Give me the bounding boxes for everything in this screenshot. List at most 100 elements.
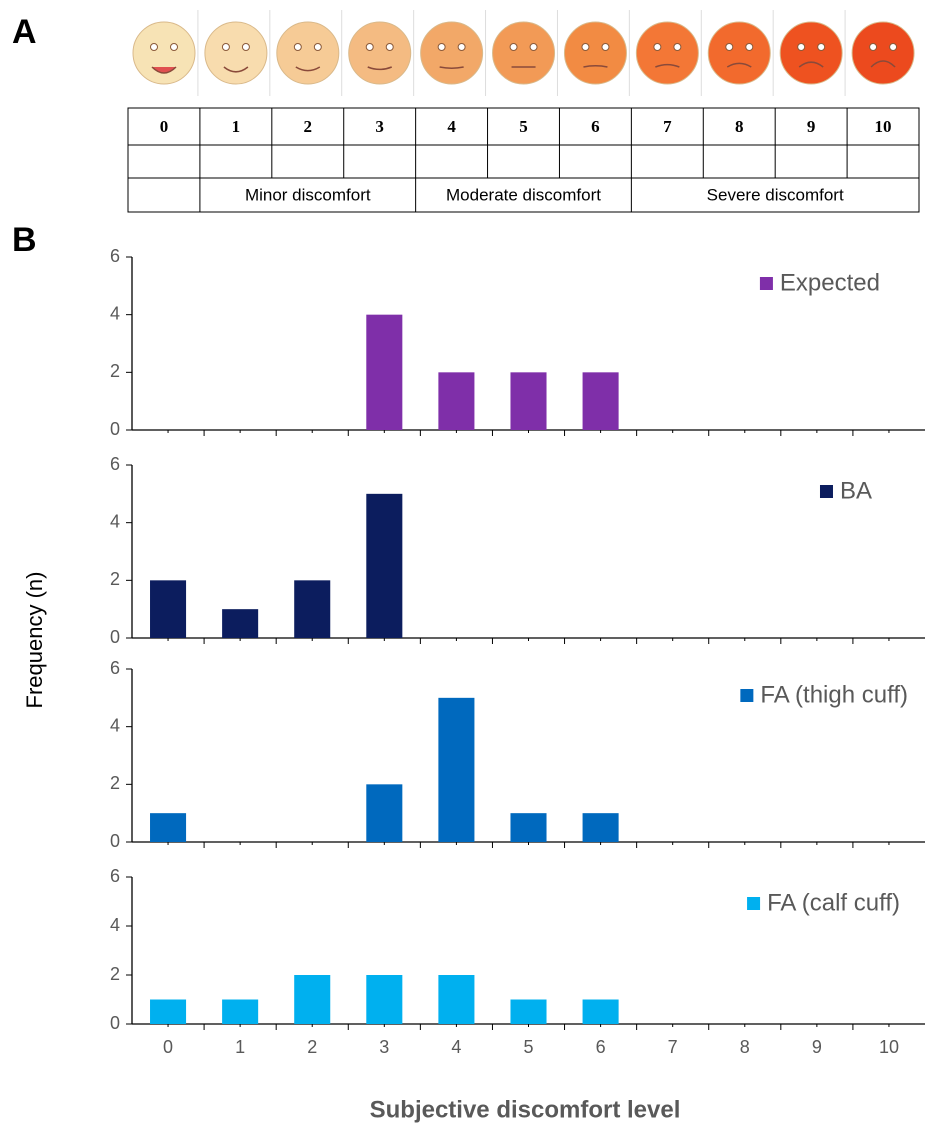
y-tick-label: 2 xyxy=(110,773,120,793)
face-mouth xyxy=(798,61,824,68)
table-group: Severe discomfort xyxy=(707,185,844,204)
face-eye xyxy=(889,43,898,51)
face-eye xyxy=(509,43,518,51)
table-header: 4 xyxy=(447,117,456,136)
face-mouth xyxy=(295,66,321,72)
x-tick-label: 2 xyxy=(307,1037,317,1057)
face-eye xyxy=(385,43,394,51)
face-eye xyxy=(797,43,806,51)
y-tick-label: 2 xyxy=(110,964,120,984)
table-header: 7 xyxy=(663,117,672,136)
table-header: 6 xyxy=(591,117,600,136)
y-tick-label: 6 xyxy=(110,246,120,266)
face-eye xyxy=(313,43,322,51)
face-eye xyxy=(529,43,538,51)
face xyxy=(132,21,196,85)
y-tick-label: 6 xyxy=(110,866,120,886)
table-header: 10 xyxy=(875,117,892,136)
table-header: 5 xyxy=(519,117,528,136)
x-axis-label: Subjective discomfort level xyxy=(370,1096,681,1123)
legend-swatch xyxy=(819,485,833,498)
table-header: 0 xyxy=(160,117,169,136)
y-tick-label: 0 xyxy=(110,831,120,851)
face xyxy=(204,21,268,85)
face xyxy=(420,21,484,85)
face-eye xyxy=(437,43,446,51)
legend-label: Expected xyxy=(780,269,880,296)
face-eye xyxy=(653,43,662,51)
y-tick-label: 0 xyxy=(110,419,120,439)
x-tick-label: 0 xyxy=(163,1037,173,1057)
face-eye xyxy=(745,43,754,51)
face-mouth xyxy=(151,66,177,74)
face xyxy=(276,21,340,85)
table-header: 8 xyxy=(735,117,744,136)
y-tick-label: 6 xyxy=(110,454,120,474)
face xyxy=(563,21,627,85)
table-group: Moderate discomfort xyxy=(446,185,601,204)
face-eye xyxy=(293,43,302,51)
table-border xyxy=(127,107,920,213)
face-eye xyxy=(817,43,826,51)
face xyxy=(635,21,699,85)
face-eye xyxy=(725,43,734,51)
legend-swatch xyxy=(759,277,773,290)
y-tick-label: 4 xyxy=(110,915,120,935)
y-tick-label: 4 xyxy=(110,511,120,531)
bar xyxy=(438,975,475,1024)
y-tick-label: 6 xyxy=(110,658,120,678)
bar xyxy=(366,784,403,842)
legend-swatch xyxy=(740,689,754,702)
bar xyxy=(294,580,331,638)
legend-swatch xyxy=(747,897,761,910)
face xyxy=(779,21,843,85)
x-tick-label: 1 xyxy=(235,1037,245,1057)
legend-label: FA (thigh cuff) xyxy=(760,681,908,708)
x-tick-label: 7 xyxy=(668,1037,678,1057)
bar xyxy=(438,697,475,842)
panel-label: B xyxy=(12,221,37,259)
face-eye xyxy=(150,43,158,51)
y-tick-label: 2 xyxy=(110,569,120,589)
table-header: 9 xyxy=(807,117,816,136)
x-tick-label: 8 xyxy=(740,1037,750,1057)
face-eye xyxy=(869,43,878,51)
face-eye xyxy=(601,43,610,51)
face-mouth xyxy=(726,62,752,68)
legend-label: FA (calf cuff) xyxy=(767,889,900,916)
face-mouth xyxy=(583,65,608,68)
bar xyxy=(366,975,403,1024)
bar xyxy=(294,975,331,1024)
bar xyxy=(150,580,187,638)
face-mouth xyxy=(870,60,896,68)
y-tick-label: 0 xyxy=(110,627,120,647)
x-tick-label: 4 xyxy=(451,1037,461,1057)
face-eye xyxy=(365,43,374,51)
bar xyxy=(510,813,547,842)
face-eye xyxy=(241,43,250,51)
y-tick-label: 4 xyxy=(110,715,120,735)
bar xyxy=(150,813,187,842)
table-header: 3 xyxy=(375,117,384,136)
face-eye xyxy=(221,43,230,51)
bar xyxy=(510,372,547,430)
table-header: 1 xyxy=(232,117,241,136)
face-eye xyxy=(170,43,178,51)
table-header: 2 xyxy=(304,117,313,136)
x-tick-label: 10 xyxy=(879,1037,899,1057)
bar xyxy=(222,609,259,638)
face-mouth xyxy=(439,66,464,69)
x-tick-label: 6 xyxy=(596,1037,606,1057)
y-tick-label: 0 xyxy=(110,1013,120,1033)
faces xyxy=(132,10,915,96)
x-tick-label: 5 xyxy=(523,1037,533,1057)
face xyxy=(492,21,556,85)
bar xyxy=(438,372,475,430)
face-eye xyxy=(673,43,682,51)
bar xyxy=(222,999,259,1024)
face xyxy=(707,21,771,85)
bar xyxy=(150,999,187,1024)
bar xyxy=(582,813,619,842)
bar xyxy=(510,999,547,1024)
